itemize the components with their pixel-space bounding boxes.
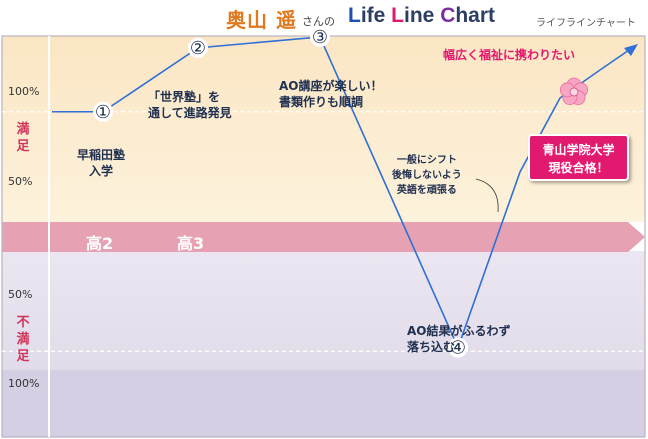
point-marker: ② bbox=[190, 38, 206, 59]
y-tick-label: 100% bbox=[8, 85, 40, 98]
point-marker: ④ bbox=[450, 338, 466, 359]
point-marker: ③ bbox=[312, 27, 328, 48]
point-marker-bg bbox=[310, 26, 330, 47]
y-tick-label: 100% bbox=[8, 377, 40, 390]
sakura-center bbox=[569, 87, 579, 97]
annotation-line: 英語を頑張る bbox=[396, 185, 457, 196]
y-tick-label: 50% bbox=[8, 175, 33, 188]
person-name: 奥山 遥 bbox=[226, 8, 297, 32]
chart-subtitle: ライフラインチャート bbox=[536, 18, 636, 29]
point-marker-bg bbox=[93, 101, 113, 122]
point-marker-bg bbox=[448, 337, 468, 358]
annotation-line: 「世界塾」を bbox=[148, 90, 221, 104]
point-2-annotation: 「世界塾」を 通して進路発見 bbox=[148, 89, 232, 121]
title-part: L bbox=[391, 4, 404, 27]
point-1-annotation: 早稲田塾 入学 bbox=[77, 147, 125, 179]
annotation-line: 一般にシフト bbox=[396, 155, 457, 166]
annotation-line: 早稲田塾 bbox=[77, 148, 126, 162]
title-part: hart bbox=[455, 4, 496, 27]
title-part: ine bbox=[404, 4, 441, 27]
name-suffix: さんの bbox=[302, 15, 335, 28]
acceptance-callout: 青山学院大学 現役合格！ bbox=[528, 134, 629, 181]
timeline-band bbox=[2, 222, 645, 252]
point-marker-bg bbox=[188, 37, 208, 58]
trend-arrow-line bbox=[599, 47, 633, 71]
title-part: C bbox=[440, 4, 456, 27]
annotation-line: AO結果がふるわず bbox=[407, 324, 511, 338]
unsatisfied-zone-label: 不満足 bbox=[16, 315, 30, 364]
point-4-annotation: AO結果がふるわず 落ち込む bbox=[407, 323, 511, 355]
annotation-line: 現役合格！ bbox=[548, 161, 609, 175]
y-tick-label: 50% bbox=[8, 288, 33, 301]
annotation-line: 青山学院大学 bbox=[542, 143, 615, 157]
annotation-leader bbox=[475, 178, 499, 213]
title-part: L bbox=[348, 4, 361, 27]
timeline-grade-label: 高3 bbox=[177, 234, 205, 253]
point-3-annotation: AO講座が楽しい！ 書類作りも順調 bbox=[279, 78, 383, 110]
title-part: ife bbox=[360, 4, 392, 27]
annotation-line: 入学 bbox=[89, 164, 114, 178]
annotation-line: 通して進路発見 bbox=[148, 106, 232, 120]
shift-annotation: 一般にシフト 後悔しないよう 英語を頑張る bbox=[392, 153, 462, 198]
satisfied-zone bbox=[2, 36, 645, 222]
chart-title: Life Line Chart bbox=[348, 4, 495, 28]
timeline-grade-label: 高2 bbox=[86, 234, 114, 253]
point-marker: ① bbox=[95, 102, 111, 123]
trend-arrowhead bbox=[624, 44, 638, 56]
annotation-line: AO講座が楽しい！ bbox=[279, 79, 383, 93]
unsatisfied-deep-zone bbox=[2, 370, 645, 437]
satisfied-zone-label: 満足 bbox=[16, 122, 30, 154]
annotation-line: 後悔しないよう bbox=[392, 170, 462, 181]
annotation-line: 書類作りも順調 bbox=[279, 95, 364, 109]
annotation-line: 落ち込む bbox=[407, 340, 456, 354]
future-goal-annotation: 幅広く福祉に携わりたい bbox=[443, 48, 576, 62]
